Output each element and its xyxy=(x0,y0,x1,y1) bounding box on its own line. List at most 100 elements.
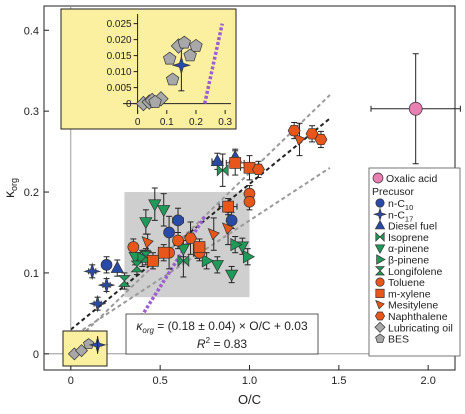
point-naphthalene xyxy=(251,163,265,175)
legend-label: m-xylene xyxy=(388,288,431,300)
legend-marker xyxy=(375,299,385,310)
inset-y-tick-label: 0 xyxy=(126,99,132,110)
legend-label: Longifolene xyxy=(388,266,442,278)
point-mesitylene xyxy=(207,227,220,241)
legend-label: Lubricating oil xyxy=(388,322,453,334)
inset-y-tick-label: 0.005 xyxy=(107,83,132,94)
dotted-reference-line xyxy=(126,215,207,339)
legend-label: Naphthalene xyxy=(388,311,448,323)
point-m-xylene xyxy=(147,254,159,267)
point-n-c17 xyxy=(83,262,102,281)
point-m-xylene xyxy=(229,157,242,169)
inset-x-tick-label: 0.2 xyxy=(189,117,203,128)
legend-label-oxalic-acid: Oxalic acid xyxy=(386,173,438,185)
x-tick-label: 0 xyxy=(68,375,74,387)
legend-marker xyxy=(374,311,386,321)
point-oxalic-acid xyxy=(408,101,423,116)
point-m-xylene xyxy=(222,200,234,213)
x-tick-label: 1.0 xyxy=(242,375,257,387)
legend-marker xyxy=(375,277,385,287)
point-toluene xyxy=(127,241,140,253)
inset-x-tick-label: 0 xyxy=(135,117,141,128)
annotation-box xyxy=(125,313,319,355)
point-diesel-fuel xyxy=(110,260,124,273)
inset-point-bes xyxy=(189,38,203,52)
point-naphthalene xyxy=(287,124,301,137)
x-axis-label: O/C xyxy=(238,392,261,407)
inset-y-tick-label: 0.020 xyxy=(107,35,132,46)
y-tick-label: 0.3 xyxy=(24,106,39,118)
y-axis-label-sub: org xyxy=(9,178,19,191)
inset-point-n-c17 xyxy=(171,55,192,75)
point-naphthalene xyxy=(314,133,328,146)
y-tick-label: 0 xyxy=(33,349,39,361)
legend-marker xyxy=(376,254,386,265)
inset-background xyxy=(60,8,237,130)
inset-point-bes xyxy=(177,35,191,49)
point-isoprene xyxy=(177,254,190,268)
legend-marker-oxalic-acid xyxy=(372,172,384,184)
y-axis-ticks: 0 0.1 0.2 0.3 0.4 xyxy=(24,25,49,361)
y-axis-label-main: κ xyxy=(1,190,17,198)
point--pinene xyxy=(157,205,171,218)
point--pinene xyxy=(224,269,239,282)
annotation-line-2: R2 = 0.83 xyxy=(197,336,247,351)
inset-y-tick-label: 0.010 xyxy=(107,67,132,78)
point--pinene xyxy=(201,254,214,268)
point--pinene xyxy=(139,217,153,230)
point-mesitylene xyxy=(221,222,235,235)
legend-title: Precusor xyxy=(372,186,415,198)
point-isoprene xyxy=(216,163,229,177)
x-tick-label: 2.0 xyxy=(421,375,436,387)
point--pinene xyxy=(230,237,243,252)
y-tick-label: 0.1 xyxy=(24,268,39,280)
legend-label: α-pinene xyxy=(388,243,429,255)
point-n-c10 xyxy=(172,214,184,227)
point-n-c17 xyxy=(88,294,107,313)
inset-point-bes xyxy=(183,48,197,62)
inset-point-bes xyxy=(163,51,177,65)
x-tick-label: 1.5 xyxy=(331,375,346,387)
inset-x-tick-label: 0.3 xyxy=(218,117,232,128)
legend-marker xyxy=(374,321,386,333)
legend-marker xyxy=(374,266,386,276)
point-longifolene xyxy=(118,275,131,287)
annotation-r: R xyxy=(197,337,206,351)
legend-label: n-C17 xyxy=(388,209,413,223)
point-n-c10 xyxy=(100,258,113,271)
zoom-point-bes xyxy=(83,338,95,349)
legend-marker xyxy=(374,244,386,254)
annotation-line-1: κorg = (0.18 ± 0.04) × O/C + 0.03 xyxy=(136,319,308,335)
legend-marker xyxy=(375,231,385,242)
annotation-kappa-sub: org xyxy=(142,326,154,335)
inset-point-bes xyxy=(165,72,180,86)
legend-box xyxy=(368,167,461,357)
legend-label: Diesel fuel xyxy=(388,221,437,233)
point-naphthalene xyxy=(184,232,197,244)
point--pinene xyxy=(210,260,224,273)
legend-marker xyxy=(374,219,386,230)
point-naphthalene xyxy=(305,128,319,140)
x-tick-label: 0.5 xyxy=(153,375,168,387)
legend-label: Isoprene xyxy=(388,232,429,244)
x-axis-ticks: 0 0.5 1.0 1.5 2.0 xyxy=(68,365,436,387)
annotation-r-sup: 2 xyxy=(206,336,211,345)
inset-y-tick-label: 0.025 xyxy=(107,19,132,30)
inset-dotted-line xyxy=(203,23,224,104)
point-n-c10 xyxy=(225,214,238,227)
legend-label: BES xyxy=(388,334,409,346)
zoom-box-points xyxy=(67,335,107,361)
annotation-kappa: κ xyxy=(136,319,143,333)
inset-x-tick-label: 0.1 xyxy=(160,117,174,128)
y-tick-label: 0.2 xyxy=(24,187,39,199)
inset-plot-area: 0 0.1 0.2 0.3 0 0.005 0.010 0.015 0.020 0.025 xyxy=(107,14,233,128)
point-toluene xyxy=(172,234,184,247)
y-tick-label: 0.4 xyxy=(24,25,39,37)
legend-label: Toluene xyxy=(388,277,425,289)
point-n-c17 xyxy=(97,276,116,295)
annotation-equation: = (0.18 ± 0.04) × O/C + 0.03 xyxy=(154,319,308,333)
legend-marker xyxy=(375,333,385,343)
